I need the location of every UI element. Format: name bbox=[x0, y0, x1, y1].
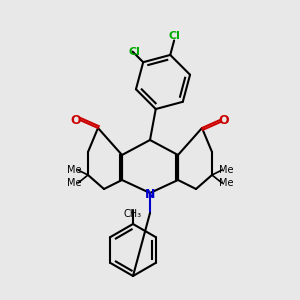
Text: O: O bbox=[219, 113, 229, 127]
Text: Me: Me bbox=[219, 165, 233, 175]
Text: N: N bbox=[145, 188, 155, 200]
Text: CH₃: CH₃ bbox=[124, 209, 142, 219]
Text: Cl: Cl bbox=[168, 32, 180, 41]
Text: Cl: Cl bbox=[129, 46, 140, 57]
Text: Me: Me bbox=[67, 165, 81, 175]
Text: Me: Me bbox=[67, 178, 81, 188]
Text: O: O bbox=[71, 113, 81, 127]
Text: Me: Me bbox=[219, 178, 233, 188]
